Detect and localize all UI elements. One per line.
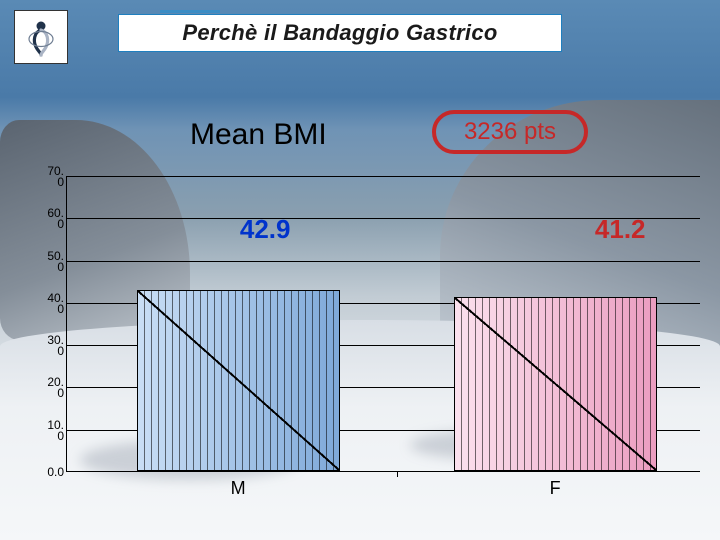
y-tick-label: 10.0 bbox=[28, 420, 64, 442]
gridline bbox=[67, 261, 700, 262]
x-tick-label: F bbox=[550, 478, 561, 499]
x-tick-label: M bbox=[231, 478, 246, 499]
value-label: 41.2 bbox=[595, 214, 646, 245]
chart-title: Mean BMI bbox=[190, 118, 327, 152]
y-tick-label: 30.0 bbox=[28, 335, 64, 357]
bar-diagonal bbox=[455, 298, 656, 470]
plot-area: MF42.941.2 bbox=[66, 176, 700, 472]
logo-icon bbox=[21, 17, 61, 57]
y-tick-label: 40.0 bbox=[28, 293, 64, 315]
x-segment-tick bbox=[397, 471, 398, 477]
y-tick-label: 70.0 bbox=[28, 166, 64, 188]
chart-area: 0.010.020.030.040.050.060.070.0 MF42.941… bbox=[28, 176, 700, 506]
logo bbox=[14, 10, 68, 64]
gridline bbox=[67, 176, 700, 177]
bar-M bbox=[137, 290, 340, 471]
value-label: 42.9 bbox=[240, 214, 291, 245]
y-tick-label: 20.0 bbox=[28, 377, 64, 399]
bar-F bbox=[454, 297, 657, 471]
pts-badge: 3236 pts bbox=[432, 110, 588, 154]
title-box: Perchè il Bandaggio Gastrico bbox=[118, 14, 562, 52]
page-title: Perchè il Bandaggio Gastrico bbox=[182, 20, 497, 46]
y-tick-label: 60.0 bbox=[28, 208, 64, 230]
y-tick-label: 0.0 bbox=[28, 465, 64, 479]
y-tick-label: 50.0 bbox=[28, 251, 64, 273]
slide-root: Perchè il Bandaggio Gastrico Mean BMI 32… bbox=[0, 0, 720, 540]
bar-diagonal bbox=[138, 291, 339, 470]
title-accent-line bbox=[160, 10, 220, 13]
pts-badge-text: 3236 pts bbox=[464, 118, 556, 146]
